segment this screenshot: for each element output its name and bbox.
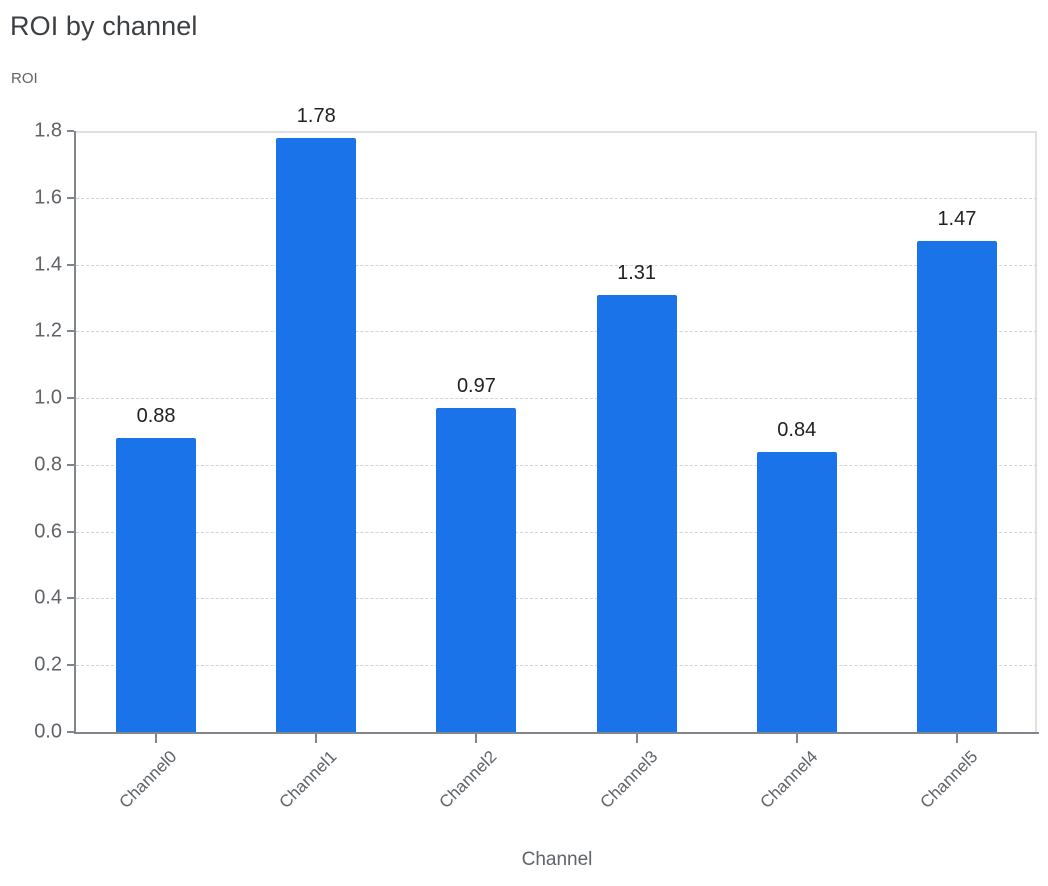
x-axis-tick [795,734,798,743]
gridline [76,665,1037,667]
bar-value-label: 1.31 [617,261,657,284]
gridline [76,531,1037,533]
x-axis-line [74,732,1039,734]
bar-value-label: 0.88 [136,405,176,428]
gridline [76,197,1037,199]
y-axis-tick [67,263,74,266]
y-axis-tick [67,330,74,333]
y-axis-tick [67,196,74,199]
gridline [76,264,1037,266]
y-axis-tick [67,130,74,132]
y-axis-line [74,131,76,734]
bar-value-label: 0.97 [456,375,496,398]
y-axis-tick [67,597,74,600]
y-axis-tick [67,664,74,667]
bar-value-label: 1.78 [296,104,336,127]
chart-title: ROI by channel [10,11,198,41]
y-axis-tick-label: 0.2 [34,653,62,676]
x-axis-tick [955,734,958,743]
gridline [76,398,1037,400]
y-axis-title: ROI [11,70,38,87]
x-axis-tick [155,734,158,743]
y-axis-tick-label: 0.8 [34,453,62,476]
bar[interactable] [436,408,517,732]
y-axis-tick [67,731,74,733]
x-axis-title: Channel [0,849,1048,871]
bar[interactable] [916,241,997,732]
gridline [76,464,1037,466]
bar[interactable] [596,294,677,732]
bar-value-label: 0.84 [777,418,817,441]
y-axis-tick-label: 1.0 [34,386,62,409]
bar[interactable] [756,451,837,732]
x-axis-tick [635,734,638,743]
y-axis-tick [67,397,74,400]
plot-frame-right [1035,131,1037,732]
gridline [76,331,1037,333]
y-axis-tick [67,463,74,466]
x-axis-tick [475,734,478,743]
gridline [76,131,1037,133]
y-axis-tick [67,530,74,533]
plot-area: 0.0 0.2 0.4 0.6 0.8 1.0 1.2 1.4 1.6 1.8 0.88 1.78 0… [34,105,1039,812]
y-axis-tick-label: 0.4 [34,586,62,609]
bar[interactable] [116,438,197,732]
y-axis-tick-label: 1.2 [34,319,62,342]
x-axis-tick [315,734,318,743]
y-axis-tick-label: 0.0 [34,720,62,743]
x-axis-title-text: Channel [521,849,593,870]
y-axis-tick-label: 0.6 [34,520,62,543]
y-axis-tick-label: 1.4 [34,253,62,276]
bar[interactable] [276,137,357,732]
y-axis-tick-label: 1.8 [34,119,62,142]
gridline [76,598,1037,600]
bar-value-label: 1.47 [937,208,977,231]
y-axis-tick-label: 1.6 [34,186,62,209]
